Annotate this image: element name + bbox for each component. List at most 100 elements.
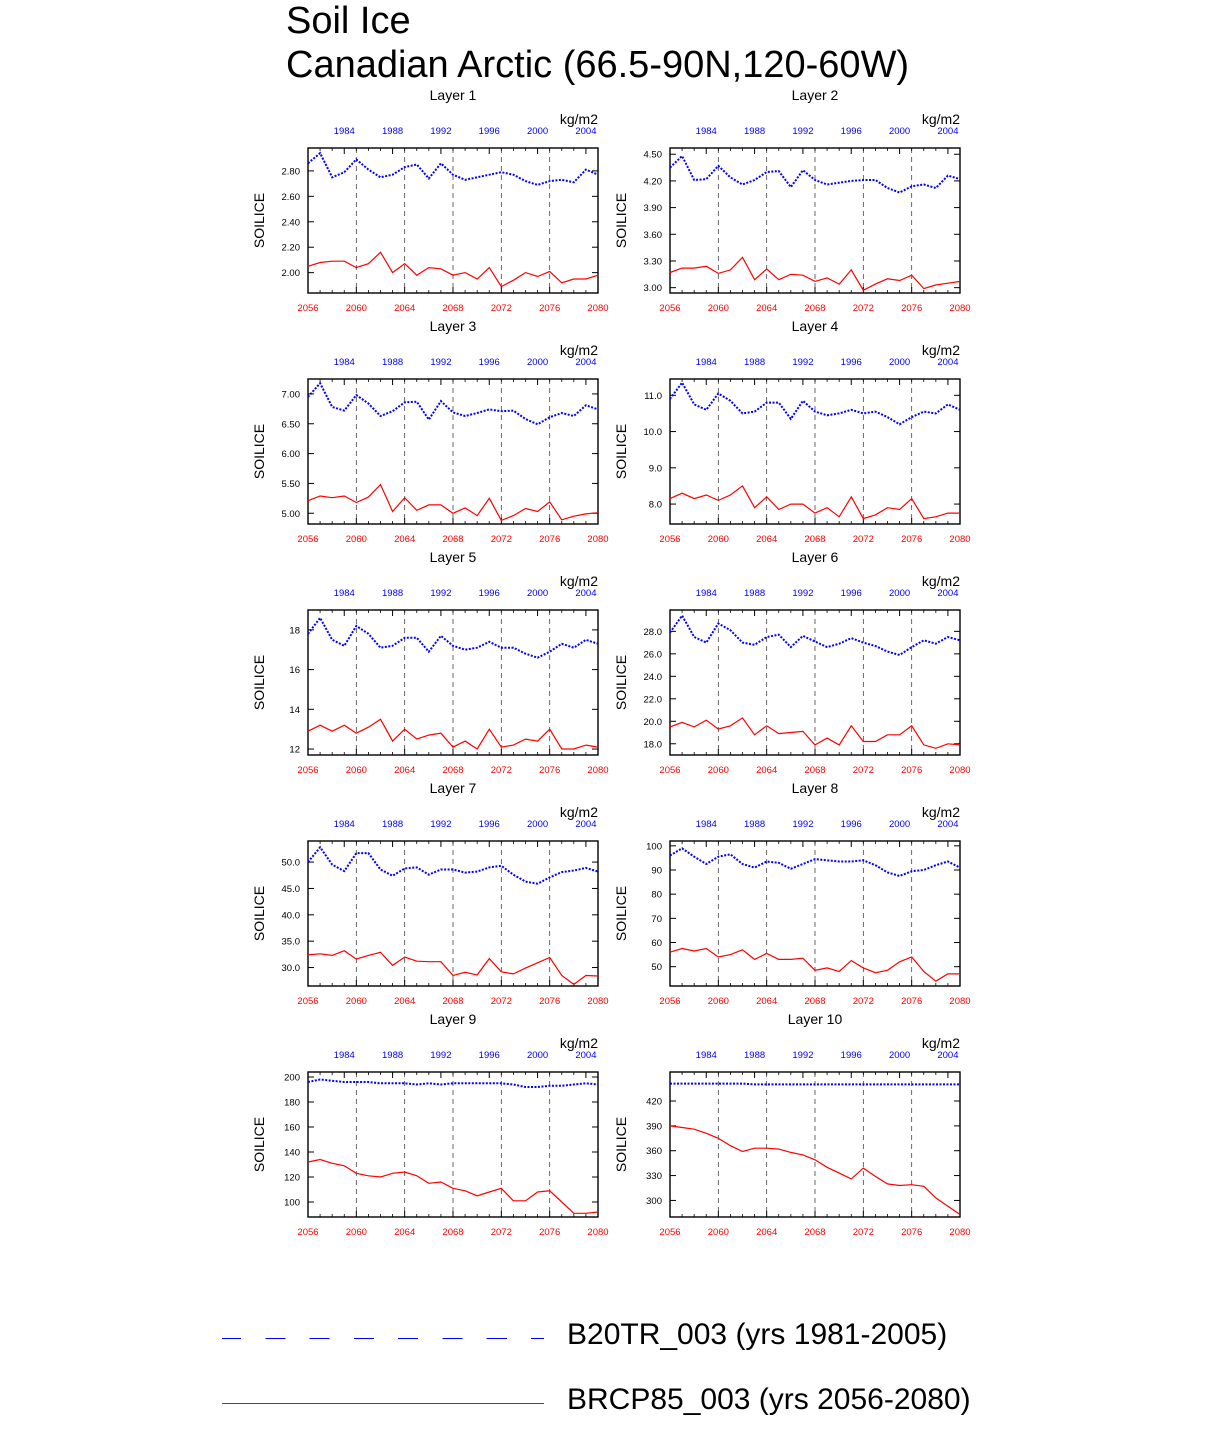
panel-4-ylabel-tick-8.0: 8.0 — [649, 500, 662, 511]
panel-7-xlabel-bottom-2056: 2056 — [297, 996, 318, 1007]
panel-9-ylabel-tick-100: 100 — [284, 1198, 300, 1209]
panel-6-xlabel-bottom-2076: 2076 — [901, 765, 922, 776]
panel-2-xlabel-bottom-2076: 2076 — [901, 303, 922, 314]
panel-5-ylabel-tick-14: 14 — [289, 705, 300, 716]
panel-7-series-historical — [307, 845, 599, 885]
panel-5-series-future — [307, 718, 599, 750]
panel-3-units: kg/m2 — [560, 342, 598, 358]
chart-subtitle: Canadian Arctic (66.5-90N,120-60W) — [286, 44, 910, 86]
panel-2-xlabel-top-1992: 1992 — [792, 126, 813, 137]
panel-1-ylabel-tick-2.00: 2.00 — [282, 268, 301, 279]
panel-10-ylabel-tick-420: 420 — [646, 1097, 662, 1108]
panel-9-xlabel-bottom-2064: 2064 — [394, 1227, 415, 1238]
panel-5-xlabel-top-1984: 1984 — [334, 588, 355, 599]
panel-10-xlabel-top-2004: 2004 — [937, 1050, 958, 1061]
panel-2-xlabel-bottom-2080: 2080 — [949, 303, 970, 314]
panel-9-xlabel-bottom-2068: 2068 — [442, 1227, 463, 1238]
panel-4-xlabel-bottom-2076: 2076 — [901, 534, 922, 545]
panel-7-xlabel-top-1996: 1996 — [479, 819, 500, 830]
panel-10-xlabel-top-1996: 1996 — [841, 1050, 862, 1061]
panel-5-xlabel-top-2000: 2000 — [527, 588, 548, 599]
panel-7-xlabel-top-2004: 2004 — [575, 819, 596, 830]
panel-4-units: kg/m2 — [922, 342, 960, 358]
panel-5-ylabel-tick-16: 16 — [289, 665, 300, 676]
panel-2-ylabel-tick-3.30: 3.30 — [644, 256, 663, 267]
panel-3-ylabel-tick-6.50: 6.50 — [282, 419, 301, 430]
panel-6-ylabel-tick-20.0: 20.0 — [644, 717, 663, 728]
panel-5-xlabel-top-1996: 1996 — [479, 588, 500, 599]
panel-8-ylabel: SOILICE — [613, 886, 629, 941]
panel-1-series-future — [307, 251, 599, 288]
panel-6-xlabel-bottom-2080: 2080 — [949, 765, 970, 776]
panel-1-units: kg/m2 — [560, 111, 598, 127]
panel-8-xlabel-bottom-2072: 2072 — [853, 996, 874, 1007]
panel-1-xlabel-bottom-2056: 2056 — [297, 303, 318, 314]
panel-8-xlabel-bottom-2080: 2080 — [949, 996, 970, 1007]
panel-2-xlabel-top-1996: 1996 — [841, 126, 862, 137]
panel-9-xlabel-top-1984: 1984 — [334, 1050, 355, 1061]
panel-6-xlabel-top-2004: 2004 — [937, 588, 958, 599]
panel-1-xlabel-bottom-2080: 2080 — [587, 303, 608, 314]
panel-6-series-historical — [669, 613, 961, 657]
panel-7-series-future — [307, 950, 599, 986]
panel-5-ylabel-tick-12: 12 — [289, 745, 300, 756]
panel-5-xlabel-top-2004: 2004 — [575, 588, 596, 599]
panel-9-xlabel-bottom-2076: 2076 — [539, 1227, 560, 1238]
panel-3-xlabel-top-1988: 1988 — [382, 357, 403, 368]
panel-8-series-historical — [669, 847, 961, 878]
panel-7-xlabel-bottom-2076: 2076 — [539, 996, 560, 1007]
panel-10-ylabel: SOILICE — [613, 1117, 629, 1172]
panel-1-xlabel-top-1992: 1992 — [430, 126, 451, 137]
panel-2-xlabel-bottom-2064: 2064 — [756, 303, 777, 314]
panel-7-ylabel-tick-30.0: 30.0 — [282, 963, 301, 974]
panel-1-xlabel-top-1996: 1996 — [479, 126, 500, 137]
panel-7-xlabel-top-2000: 2000 — [527, 819, 548, 830]
panel-6-xlabel-top-1984: 1984 — [696, 588, 717, 599]
panel-4-ylabel: SOILICE — [613, 424, 629, 479]
panel-7-ylabel-tick-35.0: 35.0 — [282, 937, 301, 948]
panel-3-xlabel-bottom-2076: 2076 — [539, 534, 560, 545]
panel-8-ylabel-tick-50: 50 — [651, 962, 662, 973]
panel-2-xlabel-top-2004: 2004 — [937, 126, 958, 137]
panel-1-ylabel-tick-2.40: 2.40 — [282, 217, 301, 228]
panel-9-ylabel-tick-160: 160 — [284, 1123, 300, 1134]
panel-2-title: Layer 2 — [792, 87, 839, 103]
panel-5-xlabel-bottom-2060: 2060 — [346, 765, 367, 776]
panel-3-xlabel-top-1996: 1996 — [479, 357, 500, 368]
panel-9-series-future — [307, 1158, 599, 1214]
panel-3-xlabel-bottom-2064: 2064 — [394, 534, 415, 545]
panel-4-xlabel-bottom-2060: 2060 — [708, 534, 729, 545]
panel-8-xlabel-top-2004: 2004 — [937, 819, 958, 830]
panel-8-ylabel-tick-90: 90 — [651, 866, 662, 877]
panel-5-units: kg/m2 — [560, 573, 598, 589]
panel-9-xlabel-top-2004: 2004 — [575, 1050, 596, 1061]
panel-1-series-historical — [307, 151, 599, 186]
panel-8-title: Layer 8 — [792, 780, 839, 796]
panel-10-xlabel-bottom-2056: 2056 — [659, 1227, 680, 1238]
panel-8-xlabel-top-2000: 2000 — [889, 819, 910, 830]
panel-10-xlabel-bottom-2060: 2060 — [708, 1227, 729, 1238]
panel-9-xlabel-top-1992: 1992 — [430, 1050, 451, 1061]
panel-4-xlabel-bottom-2056: 2056 — [659, 534, 680, 545]
panel-6-ylabel-tick-24.0: 24.0 — [644, 672, 663, 683]
panel-7-ylabel-tick-50.0: 50.0 — [282, 858, 301, 869]
panel-2-xlabel-top-1984: 1984 — [696, 126, 717, 137]
panel-2-ylabel: SOILICE — [613, 193, 629, 248]
panel-6-units: kg/m2 — [922, 573, 960, 589]
panel-10-ylabel-tick-390: 390 — [646, 1121, 662, 1132]
panel-9-xlabel-top-1996: 1996 — [479, 1050, 500, 1061]
panel-6-xlabel-top-1988: 1988 — [744, 588, 765, 599]
panel-9-ylabel-tick-120: 120 — [284, 1173, 300, 1184]
legend-line-historical — [222, 1338, 544, 1339]
panel-6-ylabel-tick-22.0: 22.0 — [644, 694, 663, 705]
panel-2-ylabel-tick-3.00: 3.00 — [644, 283, 663, 294]
panel-10-xlabel-top-2000: 2000 — [889, 1050, 910, 1061]
panel-4-ylabel-tick-9.0: 9.0 — [649, 463, 662, 474]
panel-5-ylabel-tick-18: 18 — [289, 625, 300, 636]
panel-6-xlabel-top-1996: 1996 — [841, 588, 862, 599]
panel-2-series-future — [669, 256, 961, 292]
panel-2-xlabel-bottom-2072: 2072 — [853, 303, 874, 314]
panel-9-series-historical — [307, 1078, 599, 1088]
panel-2-ylabel-tick-4.20: 4.20 — [644, 176, 663, 187]
